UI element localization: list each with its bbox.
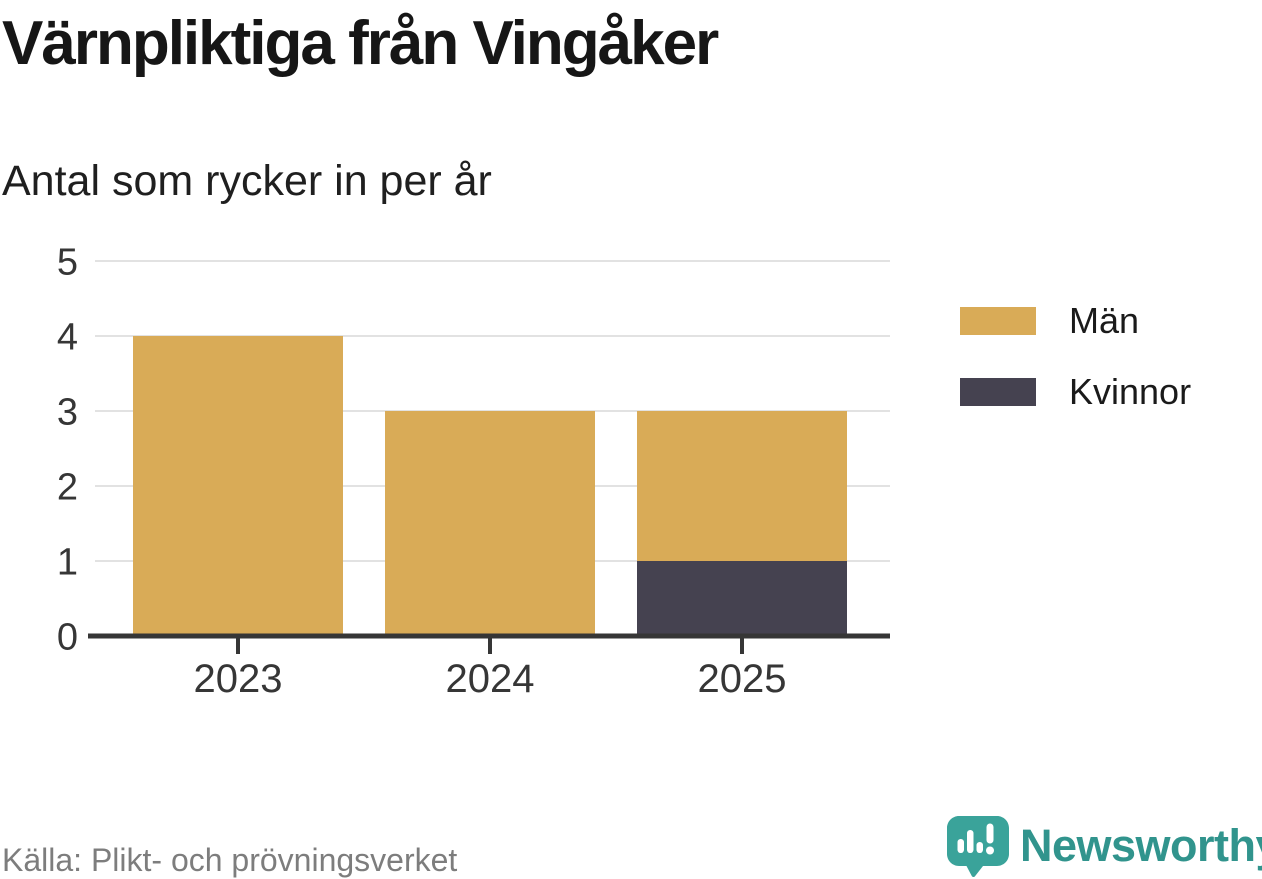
chart-subtitle: Antal som rycker in per år: [2, 157, 492, 205]
chart-legend: Män Kvinnor: [960, 300, 1191, 413]
x-tick-label: 2023: [194, 657, 283, 701]
bar-segment-män-2023: [133, 336, 343, 636]
chart-title: Värnpliktiga från Vingåker: [2, 9, 719, 78]
source-note: Källa: Plikt- och prövningsverket: [2, 842, 458, 878]
y-tick-label: 2: [57, 466, 78, 508]
newsworthy-logo: Newsworthy: [946, 815, 1262, 877]
bar-segment-män-2025: [637, 411, 847, 561]
legend-swatch-women: [960, 378, 1036, 406]
y-tick-label: 1: [57, 541, 78, 583]
legend-item-women: Kvinnor: [960, 371, 1191, 413]
bar-segment-kvinnor-2025: [637, 561, 847, 636]
legend-label-women: Kvinnor: [1069, 371, 1192, 412]
y-tick-label: 0: [57, 616, 78, 658]
y-tick-label: 5: [57, 241, 78, 283]
newsworthy-logo-icon: [947, 816, 1009, 877]
newsworthy-logo-text: Newsworthy: [1020, 820, 1262, 871]
y-tick-label: 3: [57, 391, 78, 433]
x-tick-label: 2024: [446, 657, 535, 701]
legend-item-men: Män: [960, 300, 1191, 342]
bar-segment-män-2024: [385, 411, 595, 636]
legend-label-men: Män: [1069, 300, 1140, 341]
y-tick-label: 4: [57, 316, 78, 358]
bar-chart: 0 1 2 3 4 5 2023 2024 2025: [57, 241, 890, 701]
x-tick-label: 2025: [698, 657, 787, 701]
legend-swatch-men: [960, 307, 1036, 335]
